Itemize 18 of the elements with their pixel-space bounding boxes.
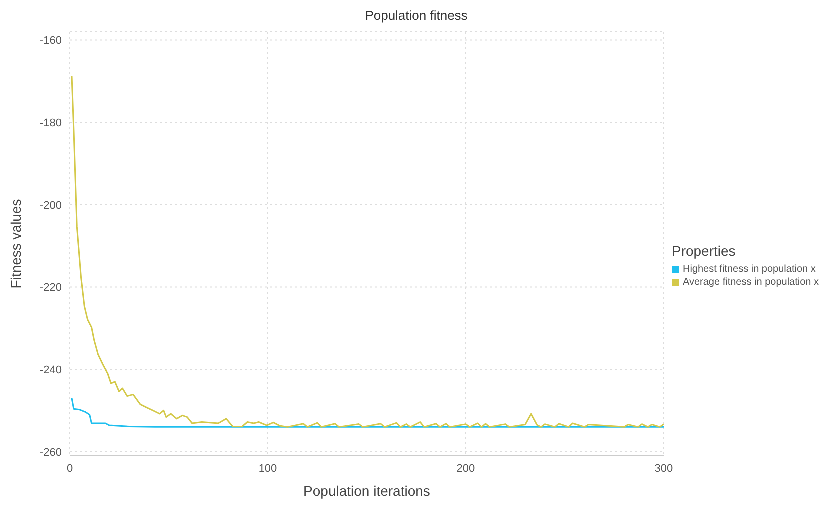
y-tick-label: -160 xyxy=(40,35,62,48)
legend-label: Highest fitness in population x xyxy=(682,263,817,276)
chart-title: Population fitness xyxy=(364,8,469,25)
y-tick-label: -240 xyxy=(40,364,62,376)
y-tick-label: -220 xyxy=(40,282,62,294)
x-tick-label: 100 xyxy=(258,462,278,475)
y-axis-title: Fitness values xyxy=(8,199,24,289)
legend-label: Average fitness in population x xyxy=(682,276,819,289)
line-series xyxy=(71,75,664,428)
x-tick-label: 300 xyxy=(654,462,674,475)
y-tick-label: -260 xyxy=(40,446,62,459)
x-tick-label: 200 xyxy=(456,462,476,475)
x-axis-title: Population iterations xyxy=(304,483,430,499)
y-tick-label: -200 xyxy=(40,200,62,212)
x-tick-label: 0 xyxy=(66,462,74,475)
legend-title: Properties xyxy=(672,243,737,259)
line-series xyxy=(71,398,664,428)
y-tick-label: -180 xyxy=(40,117,62,130)
